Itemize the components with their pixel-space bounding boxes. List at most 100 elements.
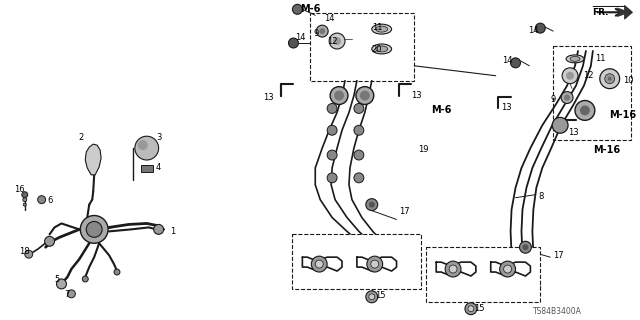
Text: 5: 5 bbox=[54, 275, 60, 284]
Circle shape bbox=[356, 87, 374, 105]
Circle shape bbox=[566, 72, 574, 80]
Circle shape bbox=[371, 260, 379, 268]
Text: 7: 7 bbox=[65, 290, 70, 299]
Circle shape bbox=[366, 291, 378, 303]
Text: 19: 19 bbox=[419, 145, 429, 154]
Circle shape bbox=[535, 23, 545, 33]
Circle shape bbox=[311, 256, 327, 272]
Ellipse shape bbox=[570, 56, 580, 61]
Circle shape bbox=[354, 125, 364, 135]
Text: 9: 9 bbox=[550, 95, 556, 104]
Ellipse shape bbox=[566, 55, 584, 63]
Circle shape bbox=[330, 87, 348, 105]
Circle shape bbox=[522, 244, 529, 250]
Circle shape bbox=[600, 69, 620, 89]
Circle shape bbox=[292, 4, 302, 14]
Circle shape bbox=[56, 279, 67, 289]
Circle shape bbox=[354, 103, 364, 113]
Circle shape bbox=[468, 306, 474, 312]
Circle shape bbox=[465, 303, 477, 315]
Circle shape bbox=[22, 192, 28, 198]
Circle shape bbox=[564, 95, 570, 100]
Circle shape bbox=[500, 261, 516, 277]
Circle shape bbox=[561, 92, 573, 103]
Circle shape bbox=[23, 198, 27, 202]
Circle shape bbox=[329, 33, 345, 49]
Circle shape bbox=[333, 37, 341, 45]
Circle shape bbox=[67, 290, 76, 298]
Text: 18: 18 bbox=[19, 247, 29, 256]
Circle shape bbox=[23, 203, 26, 206]
Circle shape bbox=[552, 117, 568, 133]
Circle shape bbox=[316, 260, 323, 268]
Circle shape bbox=[86, 221, 102, 237]
Circle shape bbox=[354, 173, 364, 183]
Text: 1: 1 bbox=[170, 228, 176, 236]
Text: 9: 9 bbox=[314, 29, 319, 38]
Text: M-16: M-16 bbox=[593, 145, 620, 155]
Circle shape bbox=[316, 25, 328, 37]
Text: 8: 8 bbox=[538, 192, 544, 201]
Text: 15: 15 bbox=[474, 304, 484, 313]
Text: 14: 14 bbox=[324, 14, 335, 23]
Text: 14: 14 bbox=[529, 26, 539, 35]
Circle shape bbox=[327, 150, 337, 160]
Circle shape bbox=[504, 265, 511, 273]
Text: 10: 10 bbox=[623, 76, 633, 85]
Text: 12: 12 bbox=[583, 71, 593, 80]
Circle shape bbox=[327, 173, 337, 183]
Text: 13: 13 bbox=[412, 91, 422, 100]
Text: 14: 14 bbox=[502, 56, 512, 65]
Polygon shape bbox=[617, 7, 630, 17]
Circle shape bbox=[445, 261, 461, 277]
Text: 4: 4 bbox=[156, 163, 161, 172]
Circle shape bbox=[562, 68, 578, 84]
Bar bbox=[553, 46, 630, 140]
Circle shape bbox=[575, 100, 595, 120]
Ellipse shape bbox=[376, 46, 388, 52]
Text: TS84B3400A: TS84B3400A bbox=[533, 307, 582, 316]
Ellipse shape bbox=[376, 26, 388, 32]
Text: M-16: M-16 bbox=[609, 110, 636, 120]
Text: 20: 20 bbox=[372, 45, 382, 54]
Text: 2: 2 bbox=[78, 133, 83, 142]
Circle shape bbox=[511, 58, 520, 68]
Text: 14: 14 bbox=[296, 33, 306, 42]
Circle shape bbox=[289, 38, 298, 48]
Circle shape bbox=[449, 265, 457, 273]
Text: 13: 13 bbox=[500, 103, 511, 113]
Circle shape bbox=[80, 215, 108, 243]
Text: 15: 15 bbox=[375, 291, 385, 300]
Circle shape bbox=[366, 199, 378, 211]
Circle shape bbox=[369, 294, 375, 300]
Text: 13: 13 bbox=[568, 128, 579, 137]
Text: 3: 3 bbox=[157, 133, 162, 142]
Circle shape bbox=[334, 91, 344, 100]
Circle shape bbox=[608, 77, 612, 81]
Bar bbox=[141, 165, 153, 172]
Ellipse shape bbox=[372, 44, 392, 54]
Circle shape bbox=[367, 256, 383, 272]
Text: FR.: FR. bbox=[592, 8, 609, 17]
Text: 6: 6 bbox=[47, 196, 53, 205]
Circle shape bbox=[135, 136, 159, 160]
Circle shape bbox=[38, 196, 45, 204]
Text: 11: 11 bbox=[595, 54, 605, 63]
Text: 17: 17 bbox=[553, 251, 564, 260]
Circle shape bbox=[369, 202, 375, 208]
Text: M-6: M-6 bbox=[431, 106, 452, 116]
Circle shape bbox=[83, 276, 88, 282]
Text: 11: 11 bbox=[372, 23, 382, 32]
Text: 17: 17 bbox=[399, 207, 410, 216]
Circle shape bbox=[154, 224, 164, 234]
Circle shape bbox=[360, 91, 370, 100]
Circle shape bbox=[605, 74, 614, 84]
Polygon shape bbox=[593, 5, 632, 19]
Circle shape bbox=[327, 103, 337, 113]
Circle shape bbox=[327, 125, 337, 135]
Circle shape bbox=[138, 140, 148, 150]
Circle shape bbox=[45, 236, 54, 246]
Text: 16: 16 bbox=[14, 185, 24, 194]
Bar bbox=[426, 247, 540, 302]
Circle shape bbox=[319, 28, 325, 34]
